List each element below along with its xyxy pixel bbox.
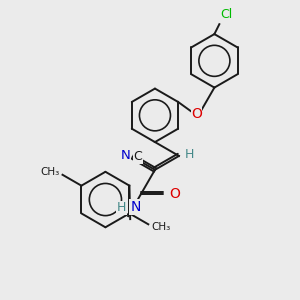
Text: C: C <box>133 150 142 164</box>
Text: N: N <box>121 149 130 162</box>
Text: H: H <box>185 148 194 161</box>
Text: O: O <box>191 106 202 121</box>
Text: Cl: Cl <box>220 8 232 21</box>
Text: N: N <box>130 200 141 214</box>
Text: CH₃: CH₃ <box>151 222 170 232</box>
Text: O: O <box>169 187 180 201</box>
Text: H: H <box>117 201 126 214</box>
Text: CH₃: CH₃ <box>40 167 59 177</box>
